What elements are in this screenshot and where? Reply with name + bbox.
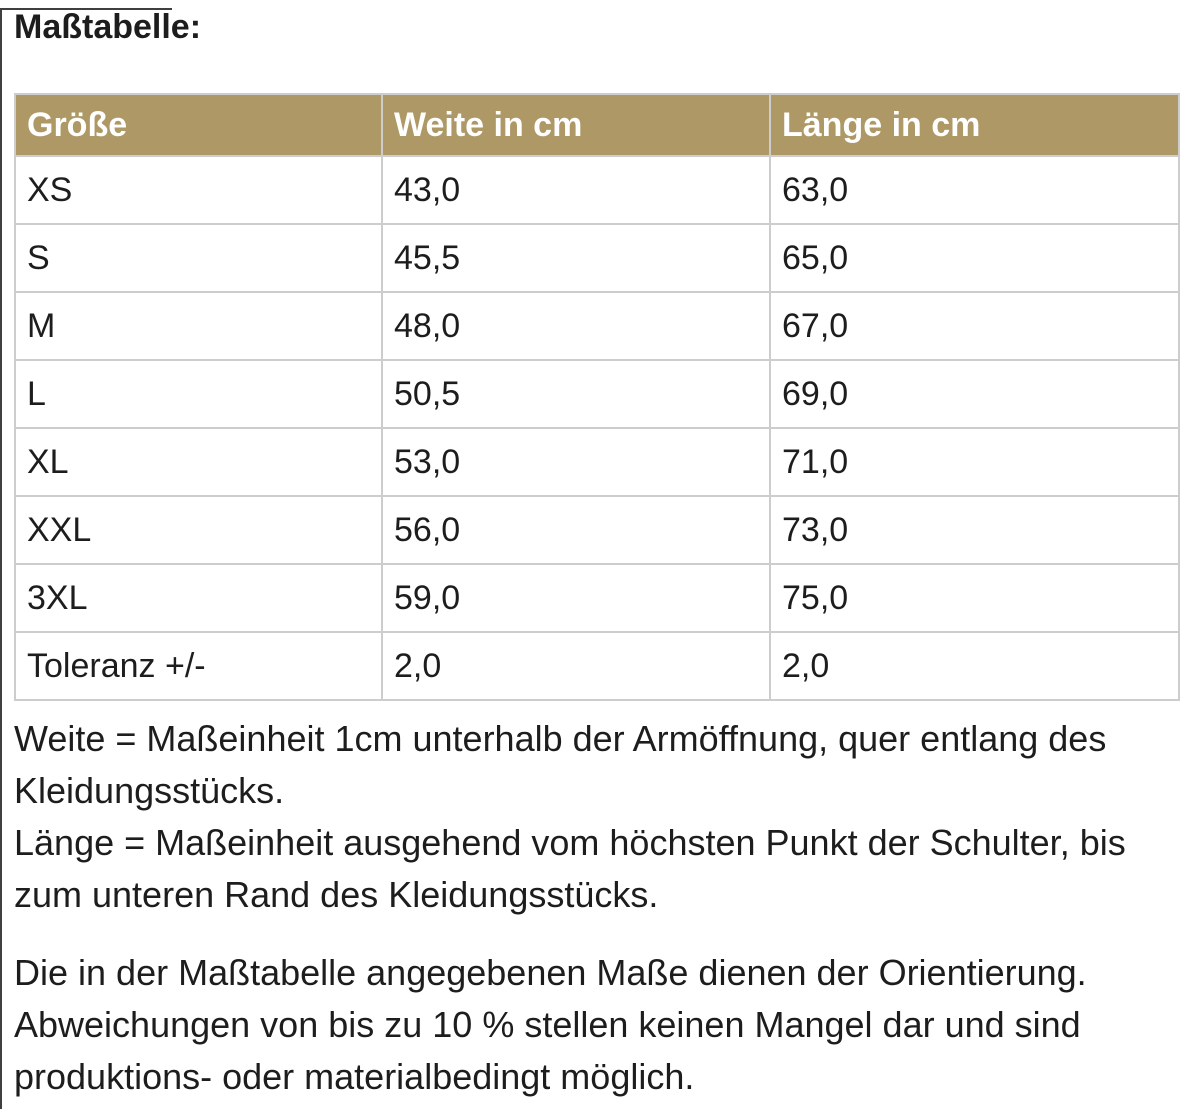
weite-cell: 53,0 [381, 427, 771, 497]
size-cell: XXL [14, 495, 383, 565]
weite-cell: 59,0 [381, 563, 771, 633]
note-weite: Weite = Maßeinheit 1cm unterhalb der Arm… [14, 718, 1107, 811]
table-row-3xl: 3XL 59,0 75,0 [14, 563, 1180, 633]
size-cell: Toleranz +/- [14, 631, 383, 701]
page-title: Maßtabelle: [14, 8, 202, 46]
size-cell: M [14, 291, 383, 361]
table-row-xl: XL 53,0 71,0 [14, 427, 1180, 497]
weite-cell: 45,5 [381, 223, 771, 293]
weite-cell: 50,5 [381, 359, 771, 429]
table-row-s: S 45,5 65,0 [14, 223, 1180, 293]
weite-cell: 2,0 [381, 631, 771, 701]
table-row-m: M 48,0 67,0 [14, 291, 1180, 361]
column-header-weite: Weite in cm [381, 93, 771, 157]
laenge-cell: 75,0 [769, 563, 1180, 633]
size-cell: 3XL [14, 563, 383, 633]
laenge-cell: 73,0 [769, 495, 1180, 565]
size-cell: XS [14, 155, 383, 225]
laenge-cell: 65,0 [769, 223, 1180, 293]
size-cell: L [14, 359, 383, 429]
size-cell: XL [14, 427, 383, 497]
weite-cell: 43,0 [381, 155, 771, 225]
table-row-xxl: XXL 56,0 73,0 [14, 495, 1180, 565]
laenge-cell: 71,0 [769, 427, 1180, 497]
crop-artifact-top-edge [0, 8, 172, 10]
tolerance-disclaimer: Die in der Maßtabelle angegebenen Maße d… [14, 952, 1087, 1097]
laenge-cell: 2,0 [769, 631, 1180, 701]
weite-cell: 56,0 [381, 495, 771, 565]
table-header-row: Größe Weite in cm Länge in cm [14, 93, 1180, 157]
crop-artifact-left-edge [0, 8, 2, 1109]
column-header-laenge: Länge in cm [769, 93, 1180, 157]
laenge-cell: 69,0 [769, 359, 1180, 429]
size-table: Größe Weite in cm Länge in cm XS 43,0 63… [14, 93, 1180, 701]
laenge-cell: 67,0 [769, 291, 1180, 361]
weite-cell: 48,0 [381, 291, 771, 361]
table-row-xs: XS 43,0 63,0 [14, 155, 1180, 225]
size-cell: S [14, 223, 383, 293]
measurement-notes: Weite = Maßeinheit 1cm unterhalb der Arm… [14, 713, 1164, 921]
note-laenge: Länge = Maßeinheit ausgehend vom höchste… [14, 822, 1126, 915]
column-header-groesse: Größe [14, 93, 383, 157]
table-row-l: L 50,5 69,0 [14, 359, 1180, 429]
laenge-cell: 63,0 [769, 155, 1180, 225]
table-row-toleranz: Toleranz +/- 2,0 2,0 [14, 631, 1180, 701]
size-chart-page: Maßtabelle: Größe Weite in cm Länge in c… [0, 8, 1200, 1109]
